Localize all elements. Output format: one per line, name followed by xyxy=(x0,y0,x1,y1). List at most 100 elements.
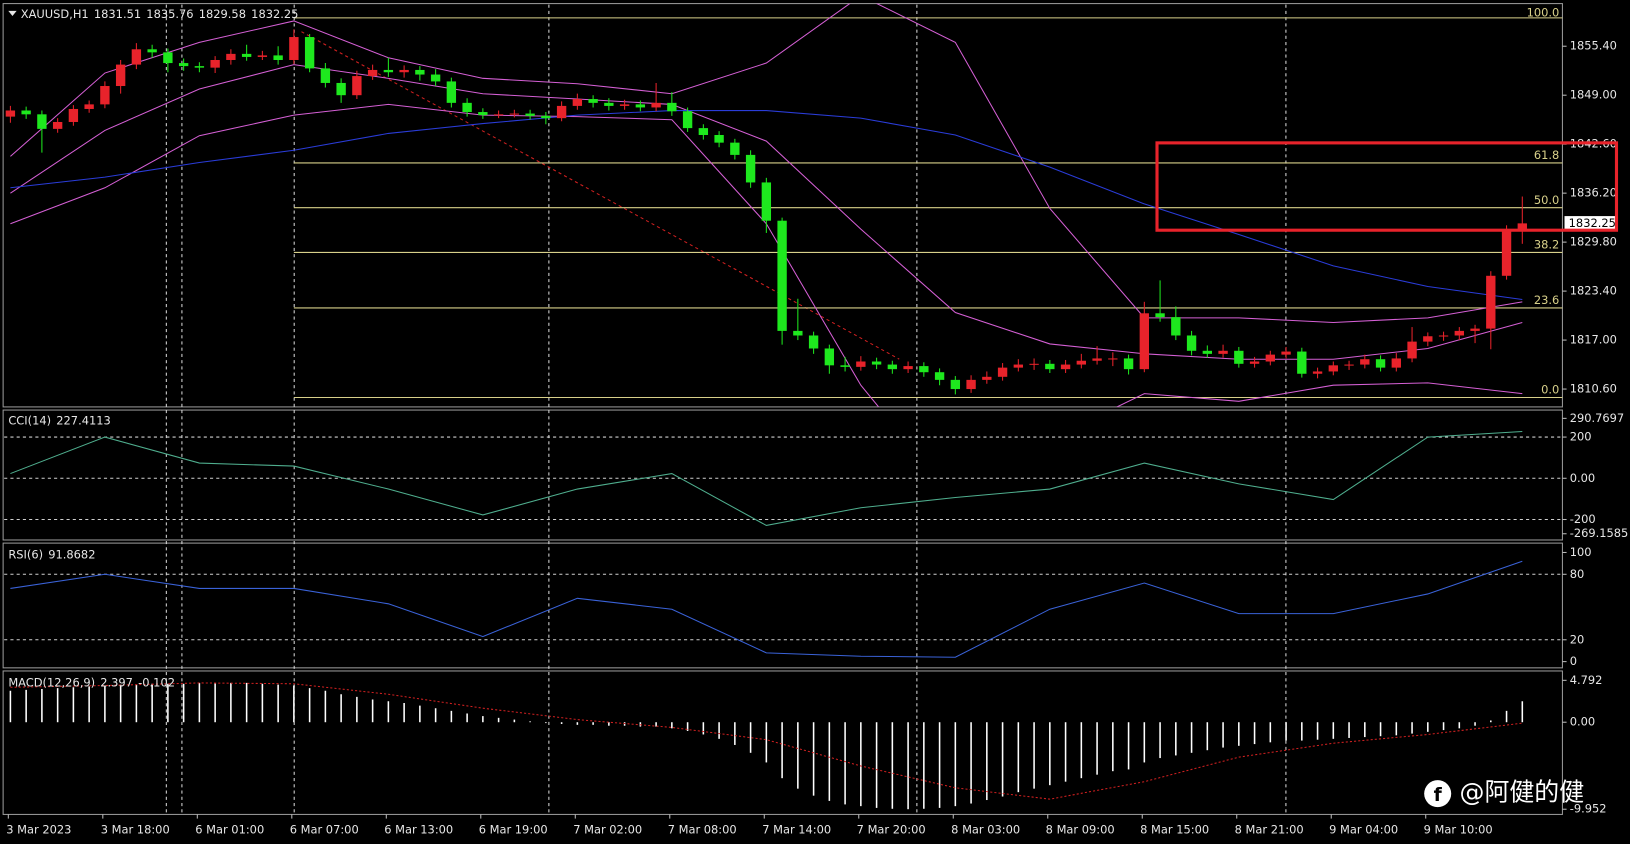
y-tick-label: 1849.00 xyxy=(1570,88,1617,102)
moving-average xyxy=(10,110,1523,301)
candle-body xyxy=(761,182,772,221)
cci-header: CCI(14) 227.4113 xyxy=(8,413,110,427)
price-tag: 1832.25 xyxy=(1569,216,1616,230)
candle-body xyxy=(1234,350,1244,364)
candle-body xyxy=(320,68,331,83)
candle-body xyxy=(257,55,268,57)
indicator-line xyxy=(10,430,1523,526)
candle-body xyxy=(100,86,110,105)
watermark: @阿健的健 xyxy=(1460,778,1585,807)
candle-body xyxy=(226,53,236,60)
candle-body xyxy=(982,376,992,380)
candle-body xyxy=(478,112,488,116)
candle-body xyxy=(667,102,677,112)
y-tick-label: 1855.40 xyxy=(1570,39,1617,53)
macd-title: MACD(12,26,9) xyxy=(8,675,95,689)
candle-body xyxy=(730,142,740,155)
candle-body xyxy=(446,81,457,103)
candle-body xyxy=(68,108,79,122)
y-tick-label: 1829.80 xyxy=(1570,235,1617,249)
candle-body xyxy=(415,69,425,75)
y-tick-label: 80 xyxy=(1570,567,1585,581)
candle-body xyxy=(1092,358,1102,361)
x-tick-label: 6 Mar 19:00 xyxy=(479,823,548,837)
candle-body xyxy=(430,74,441,82)
y-tick-label: 1836.20 xyxy=(1570,186,1617,200)
high: 1835.76 xyxy=(146,6,193,20)
candle-body xyxy=(541,115,551,119)
candle-body xyxy=(619,104,630,106)
candle-body xyxy=(1186,335,1197,351)
y-tick-label: 20 xyxy=(1570,632,1585,646)
indicator-line xyxy=(10,560,1523,658)
candle-body xyxy=(903,366,913,370)
candle-body xyxy=(1218,350,1228,354)
candle-body xyxy=(383,69,394,73)
x-tick-label: 7 Mar 02:00 xyxy=(573,823,642,837)
candle-body xyxy=(572,99,583,106)
close: 1832.25 xyxy=(251,6,298,20)
macd-signal-value: -0.102 xyxy=(138,675,175,689)
menu-arrow xyxy=(8,10,17,17)
trend-line xyxy=(301,31,900,360)
y-tick-label: 1810.60 xyxy=(1570,382,1617,396)
candle-body xyxy=(588,99,598,103)
candle-body xyxy=(1297,351,1307,374)
y-tick-label: -200 xyxy=(1570,512,1596,526)
main-plot xyxy=(5,3,1563,407)
candle-body xyxy=(887,364,898,370)
x-tick-label: 8 Mar 21:00 xyxy=(1235,823,1304,837)
candle-body xyxy=(1328,365,1338,372)
candle-body xyxy=(840,365,850,367)
x-tick-label: 6 Mar 01:00 xyxy=(195,823,264,837)
candle-body xyxy=(1249,361,1260,364)
x-tick-label: 7 Mar 20:00 xyxy=(857,823,926,837)
candle-body xyxy=(1171,317,1181,336)
candle-body xyxy=(1060,364,1071,370)
candle-body xyxy=(1045,363,1055,370)
fib-label: 50.0 xyxy=(1534,193,1559,207)
y-tick-label: -9.952 xyxy=(1570,802,1607,816)
candle-body xyxy=(1454,330,1464,336)
cci-title: CCI(14) xyxy=(8,413,51,427)
fib-label: 0.0 xyxy=(1541,383,1559,397)
fib-label: 23.6 xyxy=(1534,293,1559,307)
y-tick-label: -269.1585 xyxy=(1570,526,1629,540)
candle-body xyxy=(1108,358,1118,360)
candle-body xyxy=(997,367,1008,377)
panel-frames xyxy=(2,3,1563,815)
macd-panel-frame xyxy=(2,670,1563,815)
y-tick-label: 0.00 xyxy=(1570,715,1595,729)
candle-body xyxy=(604,102,614,106)
y-tick-label: 290.7697 xyxy=(1570,411,1625,425)
candle-body xyxy=(304,37,315,69)
candle-body xyxy=(1501,229,1512,276)
candle-body xyxy=(966,379,976,390)
candle-body xyxy=(1517,223,1527,230)
candle-body xyxy=(1438,335,1449,337)
candle-body xyxy=(1312,371,1323,374)
candle-body xyxy=(178,63,189,67)
candle-body xyxy=(651,102,661,108)
candle-body xyxy=(950,379,961,390)
x-tick-label: 7 Mar 14:00 xyxy=(762,823,831,837)
symbol: XAUUSD,H1 xyxy=(21,6,89,20)
candle-body xyxy=(808,335,819,349)
candle-body xyxy=(777,220,787,331)
candle-body xyxy=(1281,351,1291,355)
candle-body xyxy=(635,104,646,108)
candle-body xyxy=(37,114,47,129)
rsi-value: 91.8682 xyxy=(48,547,95,561)
open: 1831.51 xyxy=(94,6,141,20)
y-tick-label: 1817.00 xyxy=(1570,333,1617,347)
candle-body xyxy=(21,110,31,115)
candle-body xyxy=(336,82,346,96)
candle-body xyxy=(919,366,929,373)
candle-body xyxy=(147,49,157,53)
candle-body xyxy=(115,64,126,87)
x-tick-label: 8 Mar 15:00 xyxy=(1140,823,1209,837)
y-tick-label: 1823.40 xyxy=(1570,284,1617,298)
candle-body xyxy=(352,76,362,96)
rsi-header: RSI(6) 91.8682 xyxy=(8,547,95,561)
